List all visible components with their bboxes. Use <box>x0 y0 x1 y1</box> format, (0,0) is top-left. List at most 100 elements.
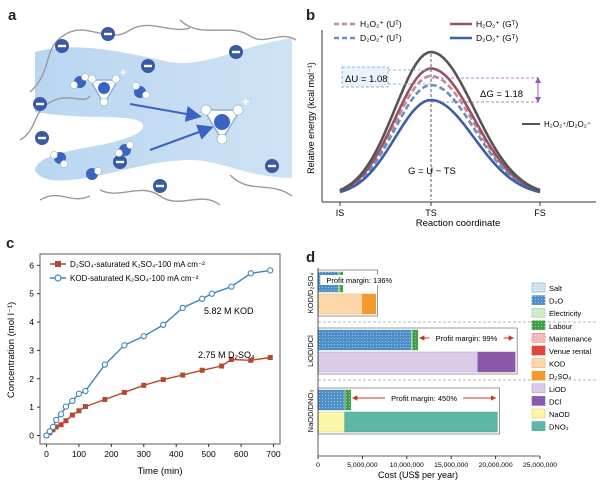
c-end-label-d2so4: 2.75 M D₂SO₄ <box>198 350 255 360</box>
c-axis-ticks: 0 100 200 300 400 500 600 700 0 1 2 3 4 5 6 <box>29 260 281 459</box>
c-ytick-label: 6 <box>29 260 34 270</box>
c-xtick-label: 400 <box>169 449 183 459</box>
panel-letter-b: b <box>306 7 315 24</box>
d-bar-segment <box>317 351 479 373</box>
c-point <box>121 342 128 349</box>
c-xtick-label: 100 <box>72 449 86 459</box>
b-curve-3 <box>339 98 541 194</box>
concentration-chart: c 0 100 200 300 400 500 600 700 0 1 2 3 4 5 6 Time (mi… <box>6 235 281 477</box>
panel-d-cost-chart: d KOD/D₂SO₄ Profit margin: 136% LiOD/DCl Pr… <box>300 232 600 482</box>
d-xtick-label: 20,000,000 <box>479 462 513 469</box>
d-legend: Salt D₂O Electricity Labour Maintenance Venue… <box>531 282 592 432</box>
d-legend-label: Maintenance <box>549 334 592 343</box>
c-point <box>247 270 254 277</box>
d-profit-label: Profit margin: 99% <box>436 334 498 343</box>
c-point <box>62 403 70 410</box>
panel-c-concentration-chart: c 0 100 200 300 400 500 600 700 0 1 2 3 4 5 6 Time (mi… <box>0 232 300 482</box>
c-xtick-label: 300 <box>137 449 151 459</box>
c-point <box>267 355 273 361</box>
c-point <box>160 321 167 329</box>
c-ytick-label: 0 <box>29 430 34 440</box>
d-legend-label: Labour <box>549 322 573 331</box>
d-legend-label: D₂O <box>549 297 563 306</box>
d-legend-hatch <box>532 333 545 343</box>
d-xtick-label: 0 <box>316 462 320 469</box>
d-legend-label: Electricity <box>549 309 581 318</box>
c-xtick-label: 600 <box>234 449 248 459</box>
d-legend-swatch <box>531 345 546 356</box>
c-point <box>49 423 57 431</box>
water-molecules <box>50 73 150 180</box>
c-plot-frame <box>39 253 281 445</box>
panel-a-schematic: a <box>0 0 300 226</box>
hydronium-cluster-left: + <box>87 67 126 107</box>
panel-letter-c: c <box>6 235 14 252</box>
c-point <box>141 382 147 388</box>
d-bar-hatch <box>318 390 345 410</box>
b-curve-4 <box>339 50 541 192</box>
c-legend-d2so4: D₂SO₄-saturated K₂SO₄-100 mA cm⁻² <box>70 260 205 269</box>
c-point <box>53 424 59 430</box>
c-point <box>160 377 166 383</box>
b-tick-ts: TS <box>425 208 437 218</box>
c-point <box>82 404 88 410</box>
energy-profile-chart: b IS TS FS Reaction coordinate Relative … <box>306 7 596 229</box>
d-legend-hatch <box>532 320 545 330</box>
panel-letter-a: a <box>8 7 17 24</box>
d-legend-label: Venue rental <box>549 347 591 356</box>
d-legend-hatch <box>532 283 545 292</box>
c-point <box>121 389 127 395</box>
hydronium-cluster-right: + <box>200 94 250 145</box>
d-profit-label: Profit margin: 450% <box>391 394 457 403</box>
d-legend-swatch <box>531 370 546 381</box>
legend-h-u: H₂O₂⁺ (Uᵀ) <box>360 19 402 29</box>
d-legend-label: KOD <box>549 360 566 369</box>
sulfonate-charges <box>33 27 279 193</box>
c-series <box>43 267 274 439</box>
c-point <box>57 411 65 418</box>
d-bar-hatch <box>411 330 413 350</box>
c-legend-kod: KOD-saturated K₂SO₄-100 mA cm⁻² <box>70 274 199 283</box>
d-legend-hatch <box>532 308 545 318</box>
b-legend: H₂O₂⁺ (Uᵀ) D₂O₂⁺ (Uᵀ) H₂O₂⁺ (Gᵀ) D₂O₂⁺ (… <box>334 19 591 129</box>
c-point <box>199 295 206 302</box>
schematic-figure: a <box>8 7 297 206</box>
d-legend-label: LiOD <box>549 385 567 394</box>
d-legend-hatch <box>532 295 545 305</box>
b-y-label: Relative energy (kcal mol⁻¹) <box>306 62 316 174</box>
c-point <box>46 428 53 435</box>
c-point <box>248 357 254 363</box>
c-point <box>76 408 82 414</box>
c-ytick-label: 3 <box>29 345 34 355</box>
d-bar-hatch <box>318 330 412 350</box>
b-tick-fs: FS <box>534 208 546 218</box>
d-bar-hatch <box>412 330 418 350</box>
c-point <box>228 356 234 362</box>
c-point <box>53 416 60 424</box>
d-bar-segment <box>344 411 498 433</box>
c-point <box>219 363 225 369</box>
d-group-label: KOD/D₂SO₄ <box>306 273 315 314</box>
panel-b-energy-profile: b IS TS FS Reaction coordinate Relative … <box>300 0 600 229</box>
legend-d-u: D₂O₂⁺ (Uᵀ) <box>360 33 402 43</box>
d-axis: 0 5,000,000 10,000,000 15,000,000 20,000,000… <box>316 268 557 469</box>
c-point <box>43 432 50 439</box>
panel-letter-d: d <box>306 249 315 266</box>
d-bar-hatch <box>345 390 351 410</box>
d-legend-label: Salt <box>549 284 563 293</box>
c-point <box>267 267 274 274</box>
c-point <box>179 304 186 312</box>
d-legend-swatch <box>531 383 546 394</box>
c-ytick-label: 4 <box>29 317 34 327</box>
d-group-label: NaOD/DNO₃ <box>306 390 315 433</box>
b-x-ticks <box>339 202 541 206</box>
c-ytick-label: 5 <box>29 289 34 299</box>
channel-gap <box>35 112 137 152</box>
c-point <box>208 290 216 297</box>
svg-text:+: + <box>242 94 250 109</box>
d-legend-swatch <box>531 396 546 406</box>
svg-text:+: + <box>120 67 126 79</box>
d-legend-label: DNO₃ <box>549 423 569 432</box>
legend-d-g: D₂O₂⁺ (Gᵀ) <box>476 33 518 43</box>
b-x-label: Reaction coordinate <box>416 218 501 226</box>
